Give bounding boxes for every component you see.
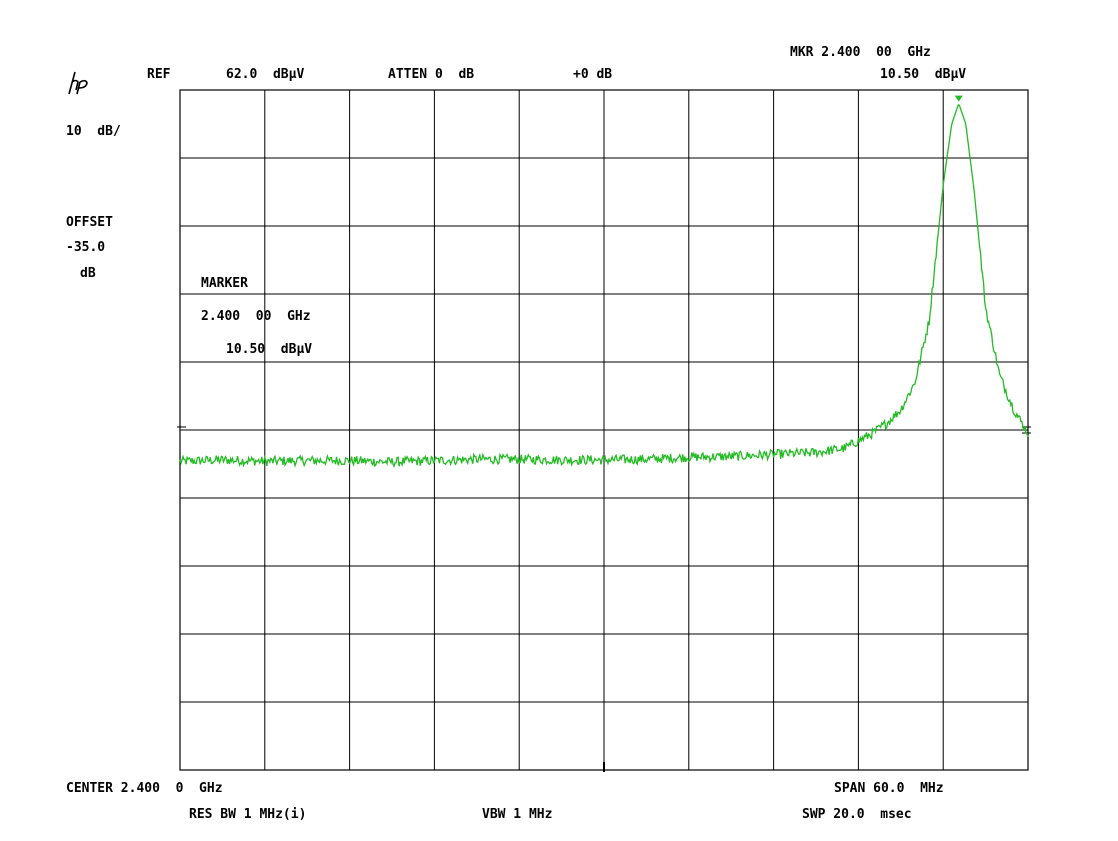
offset-unit: dB [80, 266, 96, 281]
sweep-time-label: SWP 20.0 msec [802, 807, 912, 822]
offset-db-label: +0 dB [573, 67, 613, 82]
graticule [177, 89, 1031, 772]
ref-label: REF [147, 67, 171, 82]
offset-title: OFFSET [66, 215, 113, 230]
scale-per-division: 10 dB/ [66, 124, 121, 139]
span-label: SPAN 60.0 MHz [834, 781, 944, 796]
peak-marker [954, 95, 963, 102]
marker-level-readout: 10.50 dBμV [880, 67, 967, 82]
res-bw-label: RES BW 1 MHz(i) [189, 807, 307, 822]
trace-layer [179, 95, 1029, 469]
offset-value: -35.0 [66, 240, 106, 255]
vbw-label: VBW 1 MHz [482, 807, 553, 822]
ref-value: 62.0 dBμV [226, 67, 305, 82]
marker-box-frequency: 2.400 00 GHz [201, 309, 311, 324]
spectrum-trace [179, 103, 1029, 469]
hp-logo-icon [66, 70, 96, 100]
marker-box-level: 10.50 dBμV [226, 342, 313, 357]
atten-label: ATTEN 0 dB [388, 67, 475, 82]
marker-box-title: MARKER [201, 276, 248, 291]
center-frequency: CENTER 2.400 0 GHz [66, 781, 223, 796]
marker-frequency-readout: MKR 2.400 00 GHz [790, 45, 931, 60]
